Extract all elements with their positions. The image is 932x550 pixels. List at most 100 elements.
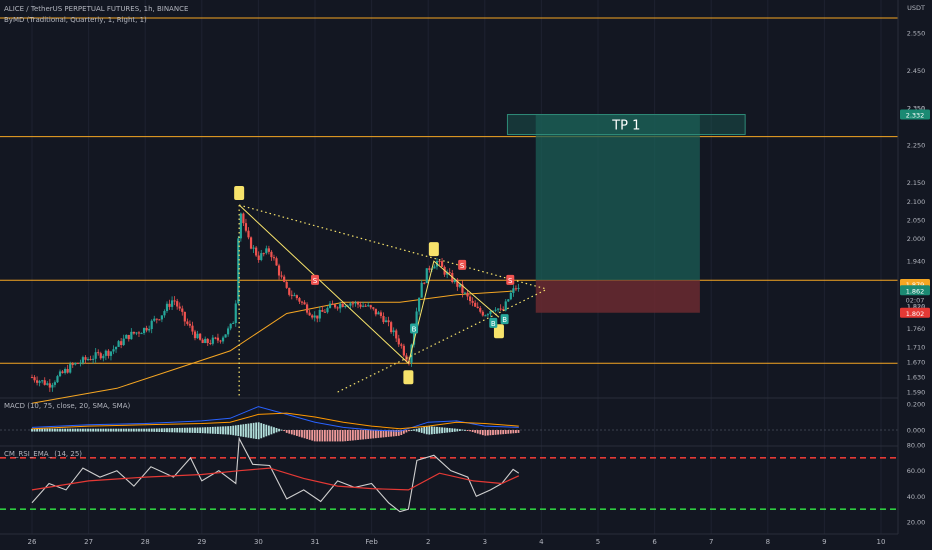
time-tick-label: 29 [197,538,206,546]
candle [221,337,225,342]
candle [484,315,487,317]
macd-histogram-bar [357,430,359,440]
lower-trendline[interactable] [337,288,548,393]
macd-histogram-bar [446,427,449,433]
macd-histogram-bar [160,428,163,433]
candle [46,383,49,385]
candle [507,299,510,302]
stop-loss-zone[interactable] [535,280,700,313]
candle [321,309,324,312]
price-tick-label: 2.000 [907,235,926,243]
pattern-line[interactable] [238,204,500,365]
price-tick-label: 2.150 [907,179,926,187]
macd-histogram-bar [219,426,222,435]
signal-marker[interactable] [506,274,515,285]
macd-histogram-bar [125,428,128,432]
signal-marker[interactable] [458,259,467,270]
macd-histogram-bar [311,430,314,441]
candle [400,344,403,346]
candle [295,295,298,299]
macd-histogram-bar [155,428,158,432]
candle [163,311,166,316]
macd-histogram-bar [458,429,461,431]
macd-histogram-bar [326,430,329,442]
moving-average-line [31,290,514,404]
candle [79,362,82,364]
indicator-header: ByMD (Traditional, Quarterly, 1, Right, … [4,16,147,24]
macd-histogram-bar [433,426,436,434]
macd-histogram-bar [517,430,520,433]
candle [168,303,171,307]
pattern-point-marker[interactable] [234,186,245,201]
candle [178,306,181,309]
macd-tick-label: 0.200 [907,401,926,409]
time-tick-label: 4 [539,538,544,546]
macd-histogram-bar [469,430,471,432]
macd-histogram-bar [438,427,441,434]
candle [153,318,156,321]
take-profit-zone[interactable] [535,114,700,281]
macd-histogram-bar [250,423,252,439]
upper-trendline[interactable] [238,204,548,290]
candle [377,312,380,315]
macd-histogram-bar [392,430,395,437]
candle [349,303,352,306]
price-tick-label: 1.940 [907,258,926,266]
macd-histogram-bar [232,425,235,436]
position-tool[interactable]: TP 1 [506,114,746,313]
signal-label: B [491,320,496,328]
candle [285,281,288,288]
candle [456,279,459,287]
pattern-point-marker[interactable] [428,242,439,257]
signal-marker[interactable] [311,274,319,285]
candle [183,311,186,322]
time-tick-label: 9 [822,538,826,546]
macd-histogram-bar [69,428,72,432]
macd-title: MACD (10, 75, close, 20, SMA, SMA) [4,402,130,410]
candle [142,327,146,334]
candle [420,282,423,298]
candle [474,302,477,307]
candle [69,363,72,373]
candle [313,315,316,318]
candle [369,305,372,308]
rsi-tick-label: 80.00 [907,442,926,450]
harmonic-pattern[interactable] [234,186,548,398]
macd-histogram-bar [181,427,184,433]
candle [458,284,461,287]
signal-marker[interactable] [410,323,419,334]
macd-histogram-bar [321,430,324,442]
macd-histogram-bar [143,428,145,432]
price-tick-label: 2.350 [907,105,924,112]
candle [92,358,95,360]
macd-histogram-bar [290,430,293,435]
candle [74,362,77,365]
candle [173,300,176,302]
candle [186,321,189,324]
candle [158,319,161,321]
macd-histogram-bar [436,426,438,434]
candle [387,320,390,323]
candle [191,325,194,332]
pattern-point-marker[interactable] [493,324,504,339]
candle [262,253,265,255]
candle [140,333,143,335]
macd-histogram-bar [267,425,270,436]
time-tick-label: 8 [766,538,770,546]
candle [104,350,107,356]
candle [362,305,365,307]
macd-histogram-bar [324,430,326,442]
tp-label-box[interactable] [506,114,746,136]
pattern-point-marker[interactable] [403,370,414,385]
macd-histogram-bar [110,428,112,432]
signal-marker[interactable] [500,314,509,325]
macd-histogram-bar [234,425,237,436]
candle [114,346,118,350]
macd-histogram-bar [245,423,247,438]
candle [249,237,253,249]
candle [209,343,212,345]
signal-marker[interactable] [489,317,498,328]
candle [374,308,377,315]
candle [148,329,151,331]
